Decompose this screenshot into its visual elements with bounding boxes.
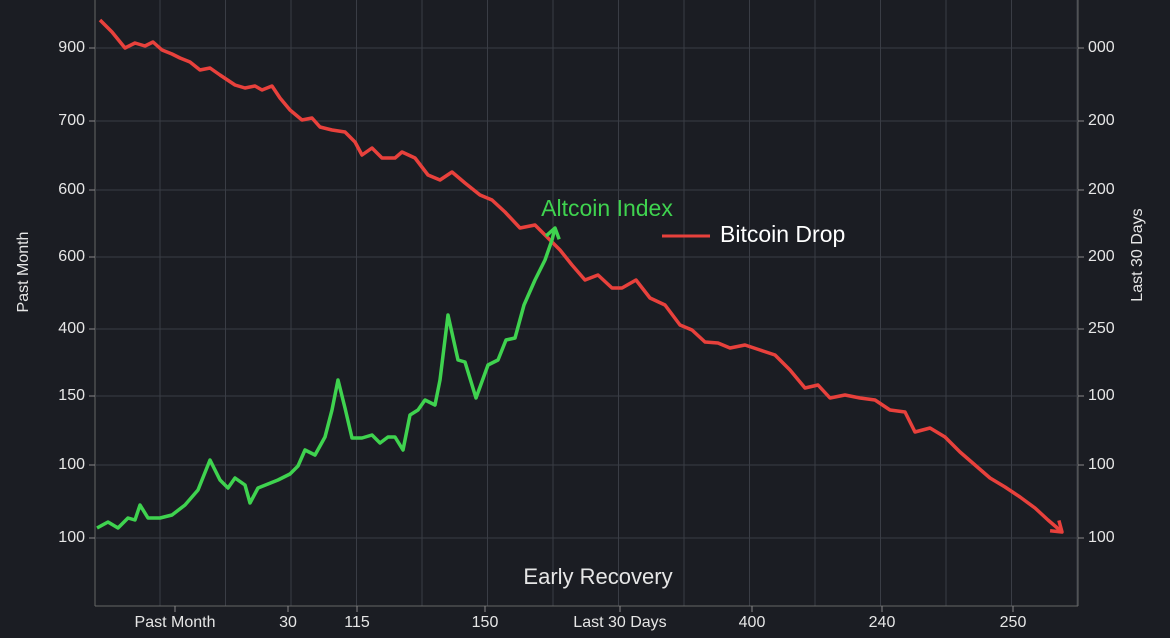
line xyxy=(98,18,1064,534)
y-tick-label: 700 xyxy=(58,112,85,129)
x-tick-label: 400 xyxy=(739,614,766,631)
y2-tick-label: 100 xyxy=(1088,387,1115,404)
y2-axis-label: Last 30 Days xyxy=(1129,208,1146,301)
y2-tick-label: 200 xyxy=(1088,181,1115,198)
y2-tick-label: 000 xyxy=(1088,39,1115,56)
x-tick-label: Last 30 Days xyxy=(573,614,666,631)
x-tick-label: Past Month xyxy=(135,614,216,631)
legend-label: Altcoin Index xyxy=(541,195,673,221)
x-tick-label: 30 xyxy=(279,614,297,631)
y2-tick-label: 100 xyxy=(1088,529,1115,546)
x-tick-label: 150 xyxy=(472,614,499,631)
y-axis-label: Past Month xyxy=(15,232,32,313)
arrow-head xyxy=(544,226,561,240)
y2-tick-label: 100 xyxy=(1088,456,1115,473)
y-tick-label: 400 xyxy=(58,320,85,337)
y2-tick-label: 250 xyxy=(1088,320,1115,337)
y-tick-label: 600 xyxy=(58,248,85,265)
x-tick-label: 250 xyxy=(1000,614,1027,631)
y-tick-label: 150 xyxy=(58,387,85,404)
y-tick-label: 900 xyxy=(58,39,85,56)
y-tick-label: 600 xyxy=(58,181,85,198)
x-tick-label: 240 xyxy=(869,614,896,631)
y-tick-label: 100 xyxy=(58,456,85,473)
line xyxy=(96,227,557,530)
x-tick-label: 115 xyxy=(344,614,370,631)
y2-tick-label: 200 xyxy=(1088,112,1115,129)
y2-tick-label: 200 xyxy=(1088,248,1115,265)
y-tick-label: 100 xyxy=(58,529,85,546)
annotation: Early Recovery xyxy=(523,564,672,589)
arrow-head xyxy=(1049,519,1064,534)
legend-label: Bitcoin Drop xyxy=(720,221,845,247)
